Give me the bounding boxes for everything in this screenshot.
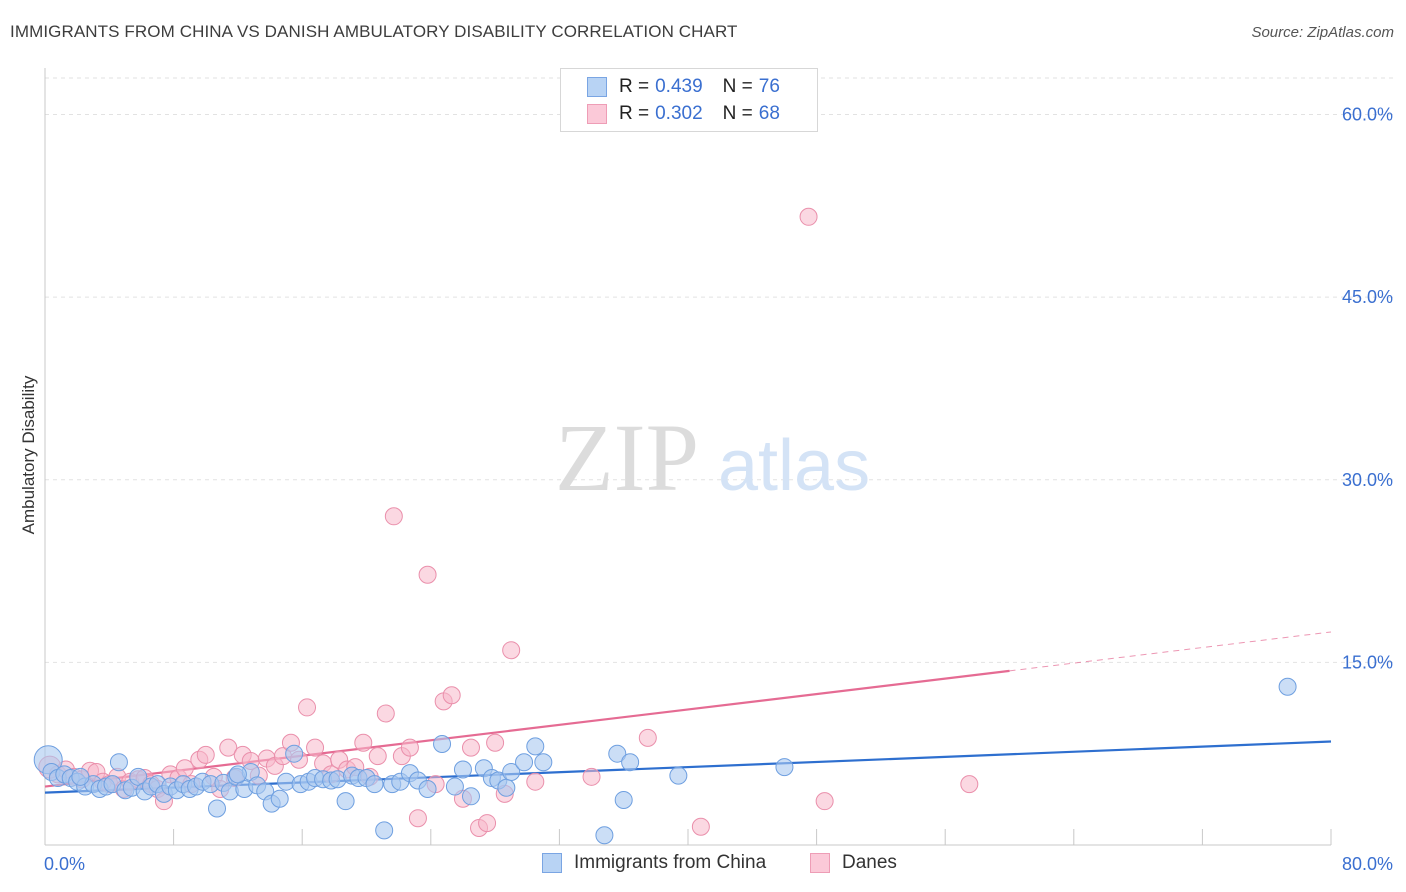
danes-point <box>400 738 419 757</box>
china-point <box>285 744 304 763</box>
china-point <box>526 737 545 756</box>
china-point <box>608 744 627 763</box>
danes-trend-extension <box>1009 631 1332 672</box>
legend-item-danes[interactable]: Danes <box>810 852 897 874</box>
legend-r-value: 0.302 <box>655 103 703 124</box>
danes-point <box>815 792 834 811</box>
danes-point <box>306 738 325 757</box>
danes-point <box>486 733 505 752</box>
china-point <box>445 777 464 796</box>
danes-point <box>408 809 427 828</box>
legend-row-danes: R = 0.302 N = 68 <box>587 102 780 126</box>
danes-point <box>799 207 818 226</box>
correlation-legend: R = 0.439 N = 76 R = 0.302 N = 68 <box>560 68 818 132</box>
china-point <box>497 778 516 797</box>
china-point <box>228 765 247 784</box>
danes-point <box>638 728 657 747</box>
legend-swatch-danes <box>587 104 607 124</box>
china-point <box>375 821 394 840</box>
danes-point <box>442 686 461 705</box>
danes-point <box>691 817 710 836</box>
china-points <box>33 677 1297 845</box>
china-point <box>621 753 640 772</box>
china-point <box>365 775 384 794</box>
danes-point <box>478 814 497 833</box>
legend-swatch-danes <box>810 853 830 873</box>
legend-r-value: 0.439 <box>655 76 703 97</box>
legend-item-china[interactable]: Immigrants from China <box>542 852 766 874</box>
chart-title: IMMIGRANTS FROM CHINA VS DANISH AMBULATO… <box>10 22 738 41</box>
china-point <box>418 779 437 798</box>
danes-trend-line <box>44 669 1010 788</box>
series-legend: Immigrants from China Danes <box>0 852 1406 876</box>
legend-n-value: 76 <box>758 76 780 97</box>
china-point <box>270 789 289 808</box>
china-point <box>669 766 688 785</box>
label-layer: 15.0% 30.0% 45.0% 60.0% 0.0% 80.0% <box>44 105 1393 874</box>
watermark-zip: ZIP <box>555 404 699 511</box>
danes-point <box>418 565 437 584</box>
danes-point <box>219 738 238 757</box>
china-point <box>71 767 90 786</box>
y-tick-label: 15.0% <box>1342 652 1393 672</box>
source-label: Source: ZipAtlas.com <box>1251 24 1394 41</box>
china-point <box>502 762 521 781</box>
x-tick-label: 0.0% <box>44 854 85 874</box>
danes-point <box>298 698 317 717</box>
danes-point <box>354 733 373 752</box>
legend-n-value: 68 <box>758 103 780 124</box>
danes-point <box>368 747 387 766</box>
legend-n-label: N = <box>722 76 753 97</box>
danes-point <box>196 745 215 764</box>
china-point <box>461 787 480 806</box>
legend-swatch-china <box>587 77 607 97</box>
danes-point <box>384 507 403 526</box>
china-point <box>109 753 128 772</box>
x-tick-label: 80.0% <box>1342 854 1393 874</box>
y-tick-label: 30.0% <box>1342 470 1393 490</box>
y-tick-label: 60.0% <box>1342 105 1393 125</box>
china-point <box>453 760 472 779</box>
danes-point <box>526 772 545 791</box>
legend-swatch-china <box>542 853 562 873</box>
legend-n-label: N = <box>722 103 753 124</box>
china-point <box>775 758 794 777</box>
danes-point <box>461 738 480 757</box>
china-point <box>433 734 452 753</box>
legend-r-label: R = <box>619 76 650 97</box>
china-point <box>595 826 614 845</box>
y-tick-label: 45.0% <box>1342 287 1393 307</box>
danes-points <box>38 207 979 837</box>
danes-point <box>376 704 395 723</box>
china-point <box>614 790 633 809</box>
china-point <box>1278 677 1297 696</box>
china-point <box>208 799 227 818</box>
danes-point <box>960 775 979 794</box>
danes-point <box>582 767 601 786</box>
grid-layer <box>45 77 1393 663</box>
legend-label-china: Immigrants from China <box>574 852 767 873</box>
watermark-atlas: atlas <box>718 426 870 506</box>
china-point <box>336 792 355 811</box>
china-point <box>515 753 534 772</box>
china-point <box>534 753 553 772</box>
legend-row-china: R = 0.439 N = 76 <box>587 75 780 99</box>
danes-point <box>502 641 521 660</box>
y-axis-label: Ambulatory Disability <box>19 375 38 534</box>
legend-r-label: R = <box>619 103 650 124</box>
axis-layer <box>44 68 1332 846</box>
legend-label-danes: Danes <box>842 852 897 873</box>
